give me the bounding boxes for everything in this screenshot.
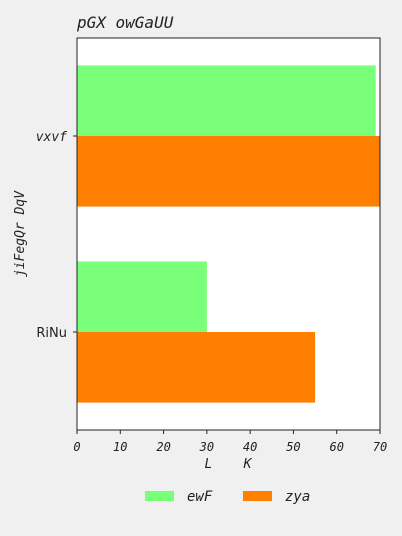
- bar-zya-vxvf: [77, 136, 380, 207]
- x-axis-label: L K: [205, 457, 253, 472]
- bars-group: [77, 65, 380, 403]
- chart-title: pGX owGaUU: [76, 13, 174, 32]
- legend-swatch-zya: [243, 491, 272, 501]
- bar-ewF-vxvf: [77, 65, 376, 136]
- bar-zya-RiNu: [77, 332, 316, 403]
- y-axis-ticks: vxvf RiNu: [36, 130, 77, 341]
- legend-swatch-ewF: [145, 491, 174, 501]
- y-tick-label: RiNu: [36, 326, 67, 341]
- x-tick-label: 60: [329, 440, 343, 454]
- x-tick-label: 0: [73, 440, 80, 454]
- x-axis-ticks: 0 10 20 30 40 50 60 70: [73, 430, 387, 454]
- x-tick-label: 40: [243, 440, 257, 454]
- y-tick-label: vxvf: [36, 130, 67, 145]
- x-tick-label: 30: [199, 440, 214, 454]
- bar-ewF-RiNu: [77, 261, 207, 332]
- x-tick-label: 20: [156, 440, 170, 454]
- x-tick-label: 70: [373, 440, 387, 454]
- x-tick-label: 50: [286, 440, 300, 454]
- x-tick-label: 10: [113, 440, 127, 454]
- plot-frame: [76, 37, 381, 431]
- y-axis-label: jiFegQr DqV: [13, 190, 28, 277]
- legend: ewF zya: [145, 489, 310, 505]
- legend-label-zya: zya: [285, 489, 310, 505]
- legend-label-ewF: ewF: [187, 489, 213, 505]
